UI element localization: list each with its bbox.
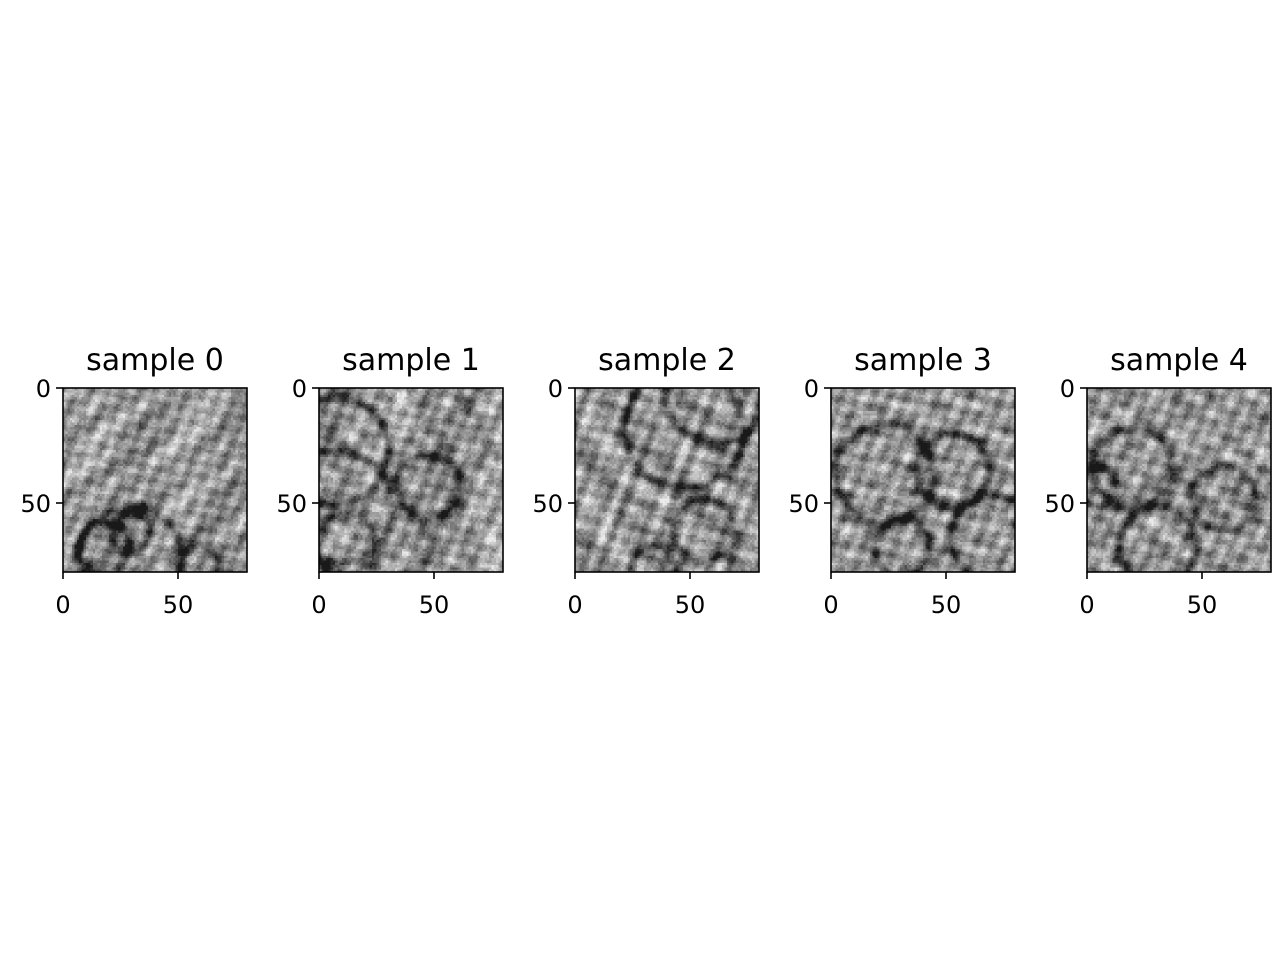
x-tick-label: 50: [931, 591, 962, 619]
panels: sample 0 0 50 0 50 sample 1 0 50 0 50 sample 2 0 50 0…: [20, 343, 1272, 619]
y-tick-label: 50: [788, 490, 819, 518]
x-tick-label: 0: [1079, 591, 1094, 619]
panel-title: sample 2: [598, 343, 736, 378]
panel-4: sample 4 0 50 0 50: [1044, 343, 1272, 619]
y-tick-label: 0: [292, 375, 307, 403]
y-tick-label: 50: [532, 490, 563, 518]
x-tick-label: 50: [1187, 591, 1218, 619]
panel-title: sample 1: [342, 343, 480, 378]
y-tick-label: 50: [276, 490, 307, 518]
panel-3: sample 3 0 50 0 50: [788, 343, 1016, 619]
axes-frame: [830, 387, 1016, 573]
panel-1: sample 1 0 50 0 50: [276, 343, 504, 619]
y-tick-label: 0: [804, 375, 819, 403]
sample-image: [575, 388, 759, 572]
panel-title: sample 0: [86, 343, 224, 378]
sample-image: [319, 388, 503, 572]
y-tick-label: 50: [1044, 490, 1075, 518]
sample-image: [831, 388, 1015, 572]
x-tick-label: 50: [675, 591, 706, 619]
y-tick-label: 0: [1060, 375, 1075, 403]
axes-frame: [1086, 387, 1272, 573]
y-tick-label: 0: [36, 375, 51, 403]
x-tick-label: 50: [163, 591, 194, 619]
axes-frame: [574, 387, 760, 573]
axes-frame: [62, 387, 248, 573]
sample-image: [63, 388, 247, 572]
panel-2: sample 2 0 50 0 50: [532, 343, 760, 619]
x-tick-label: 0: [823, 591, 838, 619]
y-tick-label: 50: [20, 490, 51, 518]
panel-0: sample 0 0 50 0 50: [20, 343, 248, 619]
x-tick-label: 0: [55, 591, 70, 619]
sample-image: [1087, 388, 1271, 572]
panel-title: sample 4: [1110, 343, 1248, 378]
x-tick-label: 0: [567, 591, 582, 619]
x-tick-label: 50: [419, 591, 450, 619]
y-tick-label: 0: [548, 375, 563, 403]
panel-title: sample 3: [854, 343, 992, 378]
x-tick-label: 0: [311, 591, 326, 619]
axes-frame: [318, 387, 504, 573]
